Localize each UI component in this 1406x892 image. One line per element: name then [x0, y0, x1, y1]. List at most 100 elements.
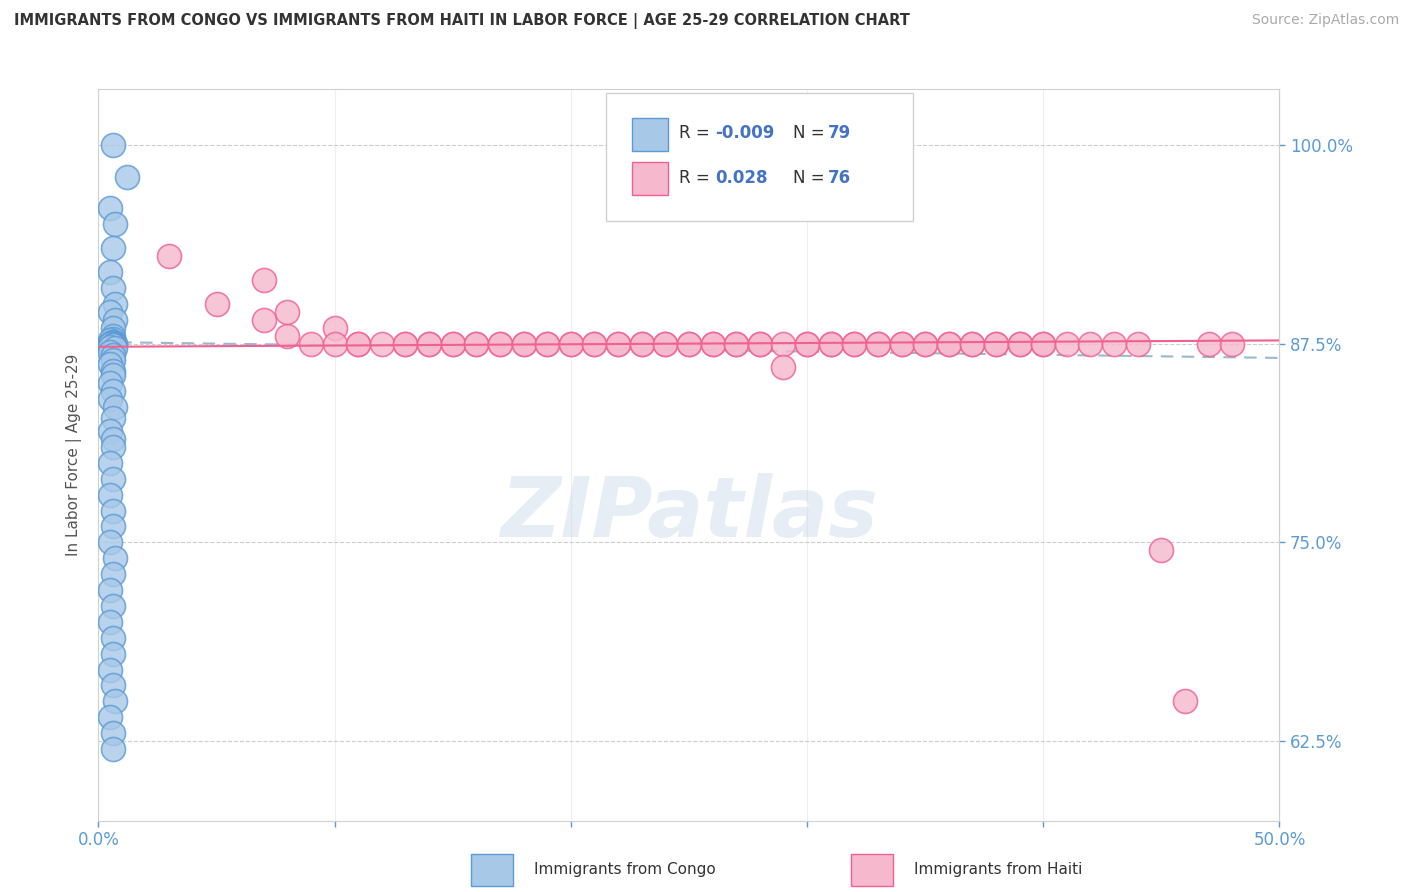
- Immigrants from Haiti: [1080, 336, 1102, 351]
- Immigrants from Haiti: [205, 297, 228, 311]
- Text: 76: 76: [828, 169, 852, 187]
- Immigrants from Haiti: [1032, 336, 1054, 351]
- Immigrants from Haiti: [748, 336, 770, 351]
- Immigrants from Congo: [98, 265, 121, 279]
- Immigrants from Haiti: [890, 336, 912, 351]
- Immigrants from Haiti: [512, 336, 534, 351]
- Immigrants from Haiti: [984, 336, 1007, 351]
- Text: Immigrants from Congo: Immigrants from Congo: [534, 863, 716, 877]
- Immigrants from Congo: [98, 334, 121, 348]
- Immigrants from Congo: [101, 348, 124, 362]
- Immigrants from Haiti: [938, 336, 960, 351]
- Immigrants from Congo: [101, 332, 124, 346]
- Immigrants from Congo: [104, 297, 127, 311]
- Immigrants from Congo: [98, 663, 121, 677]
- Immigrants from Haiti: [394, 336, 416, 351]
- Immigrants from Congo: [101, 336, 124, 351]
- Immigrants from Congo: [104, 401, 127, 415]
- Immigrants from Congo: [101, 440, 124, 454]
- Immigrants from Congo: [101, 334, 124, 349]
- Immigrants from Congo: [98, 336, 121, 351]
- Immigrants from Congo: [98, 336, 121, 351]
- Immigrants from Congo: [101, 352, 124, 367]
- Immigrants from Haiti: [1032, 336, 1054, 351]
- Text: N =: N =: [793, 124, 830, 142]
- Immigrants from Congo: [98, 336, 121, 351]
- FancyBboxPatch shape: [606, 93, 914, 221]
- Immigrants from Congo: [98, 424, 121, 438]
- Immigrants from Congo: [101, 334, 124, 349]
- Immigrants from Haiti: [772, 360, 794, 375]
- Immigrants from Congo: [98, 336, 121, 351]
- Immigrants from Haiti: [702, 336, 724, 351]
- Immigrants from Haiti: [820, 336, 842, 351]
- Immigrants from Haiti: [536, 336, 558, 351]
- Immigrants from Congo: [101, 328, 124, 343]
- Immigrants from Congo: [98, 336, 121, 351]
- Immigrants from Haiti: [512, 336, 534, 351]
- Immigrants from Haiti: [1198, 336, 1220, 351]
- Immigrants from Haiti: [962, 336, 984, 351]
- Immigrants from Congo: [104, 694, 127, 708]
- Immigrants from Haiti: [371, 336, 394, 351]
- Immigrants from Haiti: [323, 320, 346, 334]
- Immigrants from Congo: [101, 336, 124, 351]
- Immigrants from Congo: [98, 305, 121, 319]
- Immigrants from Congo: [101, 384, 124, 399]
- Text: Immigrants from Haiti: Immigrants from Haiti: [914, 863, 1083, 877]
- Immigrants from Haiti: [1008, 336, 1031, 351]
- FancyBboxPatch shape: [633, 162, 668, 195]
- Immigrants from Congo: [98, 336, 121, 351]
- Immigrants from Congo: [101, 241, 124, 255]
- Immigrants from Congo: [101, 472, 124, 486]
- Immigrants from Haiti: [654, 336, 676, 351]
- Immigrants from Congo: [98, 583, 121, 598]
- Immigrants from Congo: [101, 336, 124, 351]
- Text: Source: ZipAtlas.com: Source: ZipAtlas.com: [1251, 13, 1399, 28]
- Immigrants from Congo: [101, 432, 124, 446]
- Immigrants from Haiti: [489, 336, 512, 351]
- Immigrants from Haiti: [1008, 336, 1031, 351]
- Immigrants from Congo: [101, 320, 124, 334]
- Immigrants from Congo: [101, 742, 124, 756]
- Immigrants from Congo: [101, 336, 124, 351]
- Immigrants from Congo: [101, 336, 124, 351]
- Immigrants from Haiti: [984, 336, 1007, 351]
- Immigrants from Congo: [98, 615, 121, 629]
- Immigrants from Haiti: [583, 336, 606, 351]
- Immigrants from Haiti: [347, 336, 370, 351]
- Immigrants from Haiti: [441, 336, 464, 351]
- Immigrants from Haiti: [866, 336, 889, 351]
- Immigrants from Haiti: [844, 336, 866, 351]
- Immigrants from Haiti: [725, 336, 748, 351]
- Immigrants from Haiti: [630, 336, 652, 351]
- Immigrants from Haiti: [560, 336, 582, 351]
- Immigrants from Congo: [98, 336, 121, 351]
- Immigrants from Congo: [98, 336, 121, 351]
- Text: R =: R =: [679, 169, 716, 187]
- Immigrants from Congo: [104, 336, 127, 351]
- Immigrants from Congo: [98, 336, 121, 351]
- Immigrants from Haiti: [654, 336, 676, 351]
- Immigrants from Congo: [98, 488, 121, 502]
- Immigrants from Haiti: [796, 336, 818, 351]
- Immigrants from Congo: [101, 336, 124, 351]
- Immigrants from Haiti: [253, 312, 276, 326]
- Text: IMMIGRANTS FROM CONGO VS IMMIGRANTS FROM HAITI IN LABOR FORCE | AGE 25-29 CORREL: IMMIGRANTS FROM CONGO VS IMMIGRANTS FROM…: [14, 13, 910, 29]
- Immigrants from Haiti: [418, 336, 440, 351]
- Immigrants from Congo: [98, 336, 121, 351]
- Immigrants from Haiti: [157, 249, 180, 263]
- Immigrants from Congo: [101, 368, 124, 383]
- Immigrants from Congo: [101, 519, 124, 533]
- Immigrants from Haiti: [820, 336, 842, 351]
- Immigrants from Haiti: [890, 336, 912, 351]
- Immigrants from Haiti: [276, 328, 298, 343]
- Immigrants from Haiti: [441, 336, 464, 351]
- Immigrants from Haiti: [914, 336, 936, 351]
- Immigrants from Haiti: [844, 336, 866, 351]
- Immigrants from Congo: [115, 169, 138, 184]
- Immigrants from Congo: [101, 338, 124, 352]
- Immigrants from Congo: [98, 456, 121, 470]
- Immigrants from Haiti: [630, 336, 652, 351]
- Immigrants from Congo: [98, 392, 121, 407]
